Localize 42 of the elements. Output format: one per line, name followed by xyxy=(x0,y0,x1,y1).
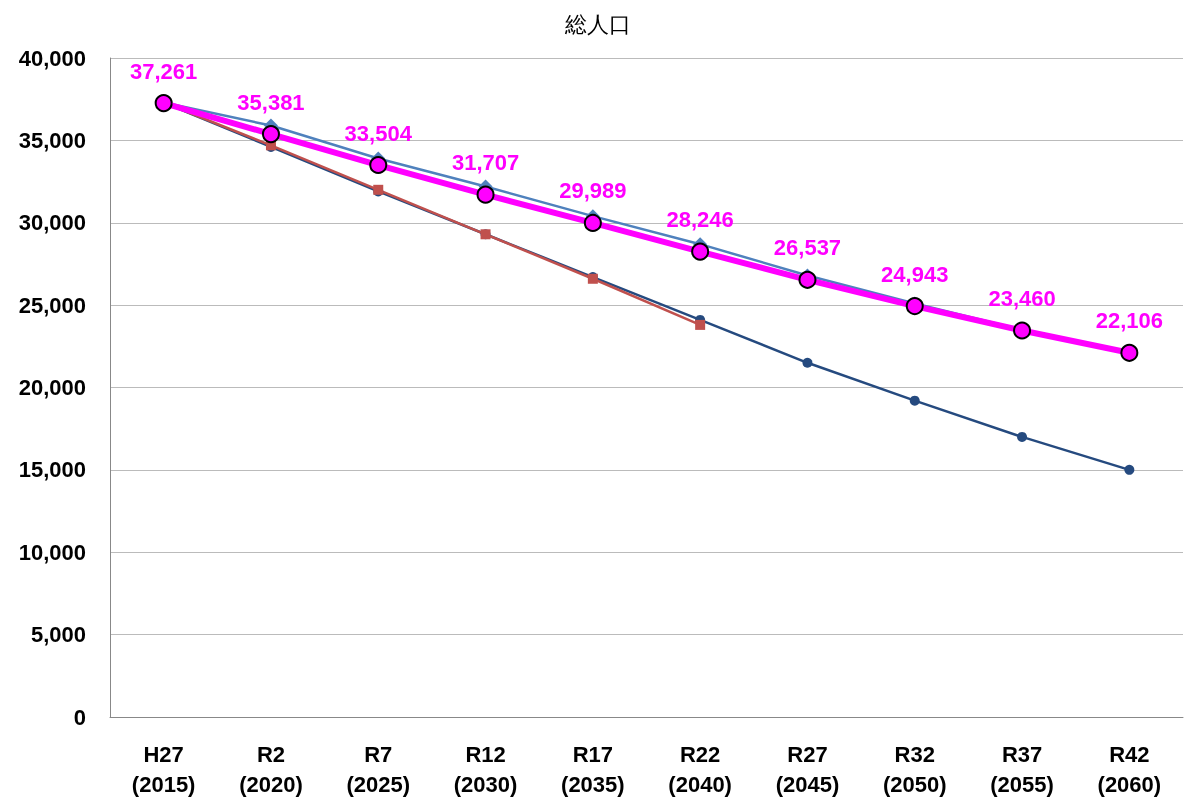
data-label: 22,106 xyxy=(1095,308,1163,334)
chart-title: 総人口 xyxy=(563,11,631,37)
y-tick-label: 30,000 xyxy=(18,210,86,236)
data-label: 28,246 xyxy=(666,207,734,233)
x-tick-label: R2 (2020) xyxy=(239,741,303,797)
point xyxy=(1124,464,1135,475)
x-tick-label: H27 (2015) xyxy=(131,741,196,797)
data-label: 37,261 xyxy=(130,58,198,84)
data-label: 35,381 xyxy=(237,89,305,115)
x-tick-label: R22 (2040) xyxy=(668,741,732,797)
point xyxy=(695,319,706,330)
x-tick-label: R7 (2025) xyxy=(346,741,411,797)
point xyxy=(909,395,920,406)
point xyxy=(905,297,924,316)
x-tick-label: R42 (2060) xyxy=(1097,741,1162,797)
point xyxy=(476,185,495,204)
data-label: 29,989 xyxy=(559,178,627,204)
point xyxy=(798,270,817,289)
point xyxy=(261,125,280,144)
x-tick-label: R17 (2035) xyxy=(561,741,625,797)
y-tick-label: 25,000 xyxy=(18,292,86,318)
data-label: 26,537 xyxy=(773,235,842,261)
y-tick-label: 10,000 xyxy=(18,539,86,565)
data-label: 23,460 xyxy=(988,286,1056,311)
point xyxy=(369,156,388,175)
y-tick-label: 20,000 xyxy=(18,375,86,400)
x-tick-label: R32 (2050) xyxy=(882,741,947,797)
x-tick-label: R37 (2055) xyxy=(990,741,1054,797)
point xyxy=(802,357,813,368)
data-label: 24,943 xyxy=(881,261,949,287)
data-label: 33,504 xyxy=(344,120,413,146)
data-label: 31,707 xyxy=(451,150,520,176)
y-tick-label: 15,000 xyxy=(18,457,86,483)
y-tick-label: 35,000 xyxy=(18,127,86,153)
y-tick-label: 40,000 xyxy=(18,45,86,71)
y-tick-label: 5,000 xyxy=(30,622,86,648)
x-tick-label: R12 (2030) xyxy=(453,741,518,797)
x-tick-label: R27 (2045) xyxy=(775,741,840,797)
point xyxy=(691,242,710,261)
y-tick-label: 0 xyxy=(73,704,86,730)
point xyxy=(583,213,602,232)
point xyxy=(1017,431,1028,442)
